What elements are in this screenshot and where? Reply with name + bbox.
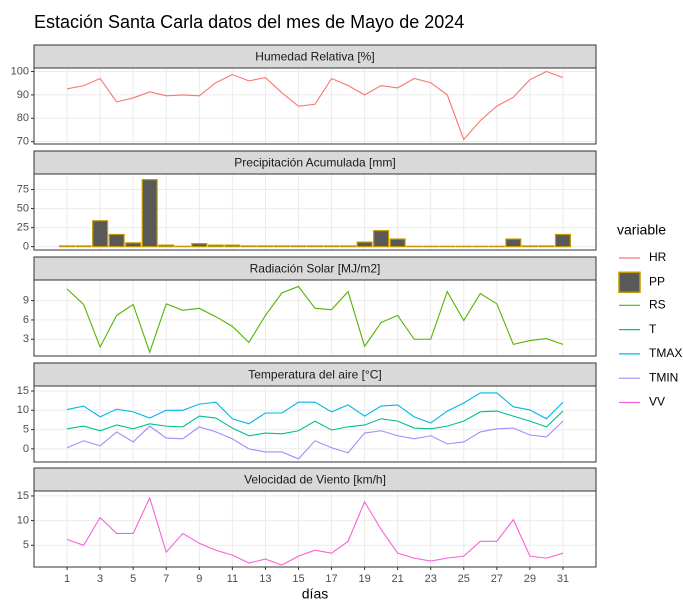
- bar: [207, 244, 224, 248]
- y-tick-label: 100: [11, 65, 29, 77]
- bar: [306, 245, 324, 248]
- bar: [340, 245, 357, 248]
- panel-background: [34, 174, 596, 250]
- line: [66, 410, 564, 437]
- y-tick-label: 6: [23, 314, 29, 326]
- x-axis-label: días: [302, 586, 328, 601]
- legend-title: variable: [617, 222, 666, 238]
- line: [66, 420, 564, 460]
- strip-title: Radiación Solar [MJ/m2]: [250, 262, 381, 276]
- bar: [521, 245, 538, 248]
- strip: [33, 256, 597, 281]
- bar: [108, 233, 125, 248]
- strip: [33, 150, 597, 175]
- bar: [373, 230, 390, 248]
- x-tick-label: 1: [64, 573, 70, 585]
- y-tick-label: 90: [17, 89, 29, 101]
- bar: [538, 245, 555, 248]
- bar: [224, 244, 241, 248]
- bar: [257, 245, 274, 248]
- x-tick-label: 7: [163, 573, 169, 585]
- y-tick-label: 25: [17, 222, 29, 234]
- y-tick-label: 50: [17, 202, 29, 214]
- strip-title: Precipitación Acumulada [mm]: [234, 156, 395, 170]
- x-tick-label: 31: [557, 573, 569, 585]
- y-tick-label: 0: [23, 443, 29, 455]
- bar: [389, 238, 406, 248]
- panel-background: [34, 386, 596, 462]
- y-tick-label: 15: [17, 490, 29, 502]
- x-tick-label: 25: [458, 573, 470, 585]
- strip: [33, 44, 597, 69]
- x-tick-label: 17: [325, 573, 337, 585]
- x-tick-label: 21: [392, 573, 404, 585]
- y-tick-label: 10: [17, 515, 29, 527]
- legend-label: RS: [649, 297, 666, 311]
- strip-title: Temperatura del aire [°C]: [248, 368, 382, 382]
- x-tick-label: 3: [97, 573, 103, 585]
- strip: [33, 467, 597, 492]
- x-tick-label: 5: [130, 573, 136, 585]
- legend-label: VV: [649, 395, 665, 409]
- bar: [141, 179, 158, 248]
- y-tick-label: 70: [17, 136, 29, 148]
- panel-background: [34, 491, 596, 567]
- bar: [505, 238, 522, 248]
- bar: [554, 233, 571, 248]
- legend-label: HR: [649, 250, 667, 264]
- y-tick-label: 5: [23, 539, 29, 551]
- strip: [33, 362, 597, 387]
- bar: [75, 245, 92, 248]
- x-tick-label: 15: [292, 573, 304, 585]
- y-tick-label: 0: [23, 241, 29, 253]
- x-tick-label: 27: [491, 573, 503, 585]
- line: [66, 392, 564, 425]
- strip-title: Velocidad de Viento [km/h]: [244, 473, 386, 487]
- x-tick-label: 23: [425, 573, 437, 585]
- line: [66, 496, 564, 566]
- bar: [158, 244, 175, 248]
- bar: [240, 245, 257, 248]
- y-tick-label: 5: [23, 424, 29, 436]
- x-tick-label: 29: [524, 573, 536, 585]
- x-tick-label: 11: [227, 573, 238, 585]
- legend-label: TMAX: [649, 346, 682, 360]
- legend-key: [618, 271, 641, 294]
- bar: [59, 245, 76, 248]
- y-tick-label: 15: [17, 385, 29, 397]
- legend-label: PP: [649, 274, 665, 288]
- x-tick-label: 9: [196, 573, 202, 585]
- bar: [273, 245, 290, 248]
- line: [66, 70, 564, 141]
- x-tick-label: 19: [358, 573, 370, 585]
- bar: [356, 241, 373, 248]
- y-tick-label: 80: [17, 112, 29, 124]
- y-tick-label: 10: [17, 404, 29, 416]
- bar: [323, 245, 340, 248]
- y-tick-label: 75: [17, 183, 29, 195]
- bar: [191, 243, 208, 248]
- line: [66, 285, 564, 354]
- strip-title: Humedad Relativa [%]: [255, 50, 374, 64]
- legend-label: T: [649, 322, 657, 336]
- chart-title: Estación Santa Carla datos del mes de Ma…: [34, 12, 464, 32]
- x-tick-label: 13: [259, 573, 271, 585]
- legend-label: TMIN: [649, 370, 678, 384]
- y-tick-label: 9: [23, 295, 29, 307]
- panel-background: [34, 280, 596, 356]
- y-tick-label: 3: [23, 333, 29, 345]
- bar: [92, 220, 109, 248]
- panel-background: [34, 68, 596, 144]
- bar: [290, 245, 307, 248]
- bar: [125, 242, 142, 248]
